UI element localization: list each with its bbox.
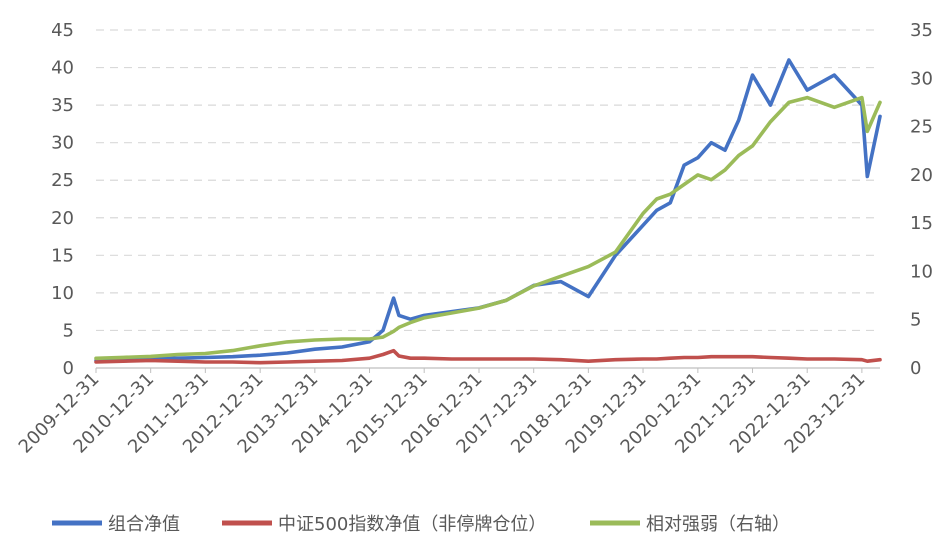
y-left-tick-label: 15 (51, 245, 74, 266)
legend-label-0: 组合净值 (108, 514, 180, 535)
y-left-tick-label: 45 (51, 20, 74, 41)
series-layer (94, 58, 882, 365)
y-left-tick-label: 25 (51, 170, 74, 191)
y-right-tick-label: 30 (910, 68, 933, 89)
series-line-2 (94, 95, 882, 361)
y-right-tick-label: 35 (910, 20, 933, 41)
y-left-tick-label: 30 (51, 133, 74, 154)
y-right-tick-label: 15 (910, 213, 933, 234)
y-left-tick-label: 0 (63, 358, 74, 379)
y-right-tick-label: 20 (910, 165, 933, 186)
y-right-tick-label: 0 (910, 358, 921, 379)
legend: 组合净值 中证500指数净值（非停牌仓位） 相对强弱（右轴） (52, 514, 790, 535)
y-left-tick-label: 35 (51, 95, 74, 116)
y-right-tick-label: 25 (910, 117, 933, 138)
gridlines (96, 29, 880, 332)
y-right-tick-label: 5 (910, 310, 921, 331)
legend-label-1: 中证500指数净值（非停牌仓位） (278, 514, 546, 535)
y-left-tick-label: 10 (51, 283, 74, 304)
x-axis: 2009-12-312010-12-312011-12-312012-12-31… (15, 367, 880, 458)
legend-label-2: 相对强弱（右轴） (646, 514, 790, 535)
y-axis-left: 0 5 10 15 20 25 30 35 40 45 (51, 20, 74, 379)
y-right-tick-label: 10 (910, 261, 933, 282)
series-line-1 (94, 348, 882, 365)
y-left-tick-label: 40 (51, 58, 74, 79)
y-axis-right: 0 5 10 15 20 25 30 35 (910, 20, 933, 379)
y-left-tick-label: 20 (51, 208, 74, 229)
y-left-tick-label: 5 (63, 320, 74, 341)
